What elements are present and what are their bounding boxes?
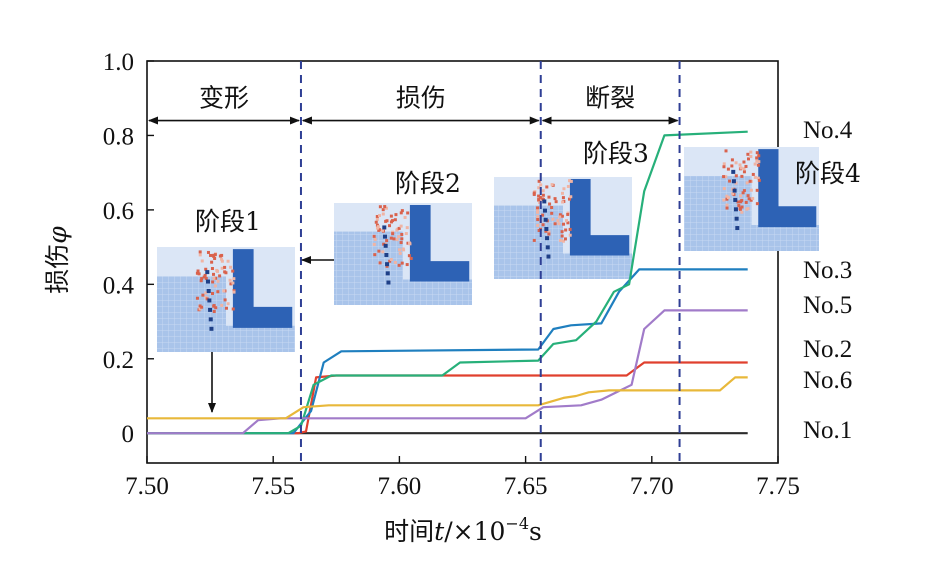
x-tick-label: 7.65	[504, 473, 548, 500]
series-line-no6	[147, 376, 748, 420]
series-label: No.4	[803, 117, 853, 144]
series-label: No.2	[803, 336, 852, 363]
plot-frame	[146, 60, 779, 464]
y-axis-title: 损伤φ	[43, 226, 72, 294]
phase-label: 变形	[199, 84, 249, 113]
stage-label: 阶段4	[795, 159, 861, 188]
series-line-no4	[147, 130, 748, 435]
series-label: No.6	[803, 367, 852, 394]
y-tick-label: 0.4	[103, 272, 135, 299]
series-label: No.5	[803, 292, 852, 319]
fracture-snapshot-4	[684, 147, 819, 251]
y-tick-label: 0.8	[103, 123, 134, 150]
x-tick-label: 7.70	[630, 473, 674, 500]
x-tick-label: 7.55	[251, 473, 295, 500]
phase-label: 断裂	[585, 84, 635, 113]
fracture-snapshots	[157, 147, 819, 352]
series-label: No.1	[803, 417, 852, 444]
x-axis-title: 时间t/×10−4s	[384, 514, 542, 546]
y-tick-label: 0.6	[103, 198, 134, 225]
y-tick-label: 0	[122, 421, 135, 448]
series-line-no2	[147, 361, 748, 435]
fracture-snapshot-1	[157, 247, 295, 352]
series-label: No.3	[803, 257, 852, 284]
fracture-snapshot-3	[494, 177, 632, 279]
x-tick-label: 7.75	[756, 473, 800, 500]
series-lines	[147, 130, 748, 435]
x-tick-label: 7.50	[125, 473, 169, 500]
stage-label: 阶段2	[395, 169, 461, 198]
phase-label: 损伤	[396, 84, 446, 113]
stage-label: 阶段1	[195, 207, 261, 236]
series-line-no5	[147, 309, 748, 435]
y-tick-label: 0.2	[103, 347, 134, 374]
fracture-snapshot-2	[334, 203, 472, 305]
stage-label: 阶段3	[583, 139, 649, 168]
y-tick-label: 1.0	[103, 49, 134, 76]
x-tick-label: 7.60	[378, 473, 422, 500]
